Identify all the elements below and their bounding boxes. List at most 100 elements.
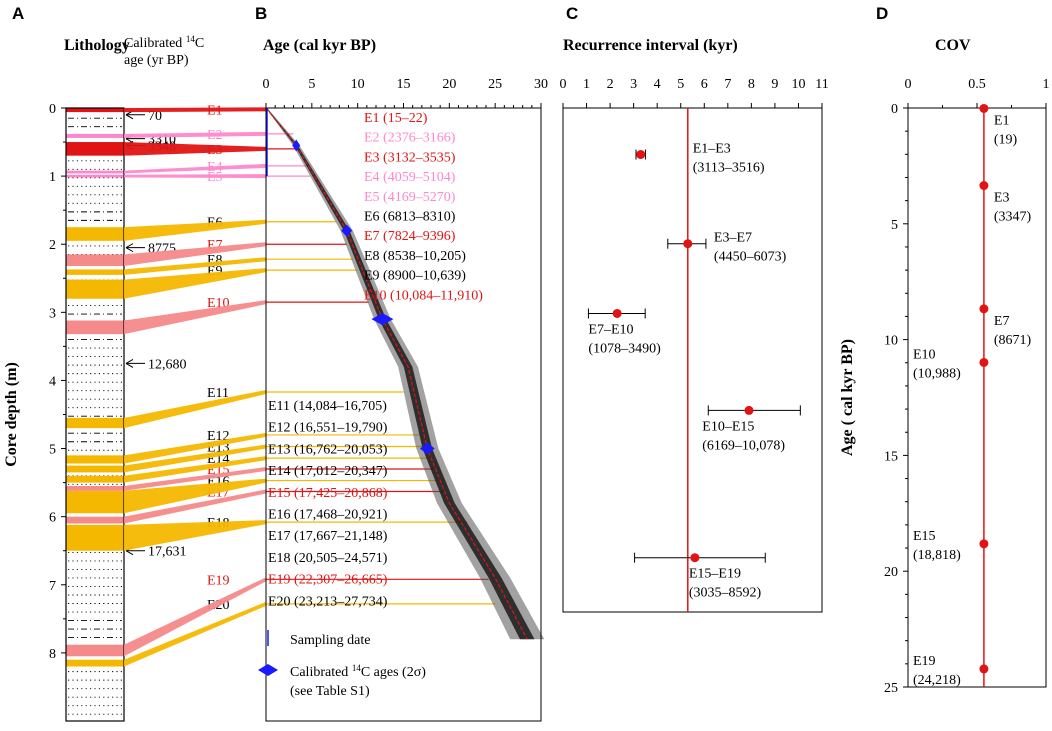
correlation-wedge — [124, 390, 266, 429]
event-bed-e8 — [66, 269, 124, 275]
age-tick-label: 20 — [442, 77, 456, 92]
correlation-wedge — [124, 142, 266, 156]
legend-calibrated-label-2: (see Table S1) — [290, 684, 370, 699]
cov-event-label: E15 — [913, 529, 936, 544]
event-bed-e17 — [66, 516, 124, 524]
event-bed-e18 — [66, 524, 124, 551]
lithology-column — [65, 107, 125, 722]
cov-age-tick-label: 15 — [884, 449, 898, 464]
panel-letter-b: B — [255, 4, 267, 23]
recurrence-point — [744, 405, 754, 415]
cov-tick-label: 0.5 — [968, 77, 986, 92]
recurrence-point — [636, 150, 646, 160]
event-range-label: E3 (3132–3535) — [364, 150, 456, 165]
calibrated-age-marker — [371, 313, 394, 326]
correlation-wedge — [124, 444, 266, 473]
correlation-wedge — [124, 520, 266, 551]
lithology-title: Lithology — [64, 37, 130, 54]
legend-calibrated-symbol — [258, 664, 278, 676]
recurrence-tick-label: 4 — [654, 77, 661, 92]
recurrence-pair-label: E15–E19 — [689, 567, 741, 582]
correlation-wedge — [124, 174, 266, 179]
cov-age-tick-label: 25 — [884, 681, 898, 696]
correlation-wedge — [124, 478, 266, 514]
age-tick-label: 15 — [397, 77, 411, 92]
event-bed-e1 — [66, 108, 124, 113]
recurrence-range-label: (3035–8592) — [689, 586, 762, 601]
recurrence-pair-label: E7–E10 — [588, 322, 633, 337]
depth-tick-label: 8 — [49, 647, 56, 662]
cov-event-value: (10,988) — [913, 366, 961, 381]
depth-tick-label: 6 — [49, 511, 56, 526]
cov-age-tick-label: 20 — [884, 565, 898, 580]
cov-age-tick-label: 10 — [884, 334, 898, 349]
cov-age-tick-label: 0 — [891, 102, 898, 117]
event-range-label: E10 (10,084–11,910) — [364, 288, 483, 303]
depth-tick-label: 7 — [49, 579, 56, 594]
c14-header: Calibrated 14C — [124, 34, 204, 51]
event-range-label: E15 (17,425–20,868) — [268, 486, 388, 501]
correlation-wedge — [124, 489, 266, 524]
cov-point — [979, 304, 989, 314]
recurrence-range-label: (3113–3516) — [693, 161, 765, 176]
cov-point — [979, 664, 989, 674]
event-bed-e5 — [66, 174, 124, 178]
cov-event-label: E19 — [913, 654, 936, 669]
event-range-label: E7 (7824–9396) — [364, 229, 456, 244]
recurrence-tick-label: 10 — [791, 77, 805, 92]
panel-letter-c: C — [566, 4, 578, 23]
recurrence-tick-label: 11 — [815, 77, 828, 92]
event-range-label: E18 (20,505–24,571) — [268, 551, 388, 566]
correlation-wedge — [124, 163, 266, 174]
event-range-label: E1 (15–22) — [364, 111, 428, 126]
recurrence-title: Recurrence interval (kyr) — [563, 37, 738, 54]
event-bed-e11 — [66, 417, 124, 429]
c14-arrowhead — [125, 358, 134, 368]
legend-calibrated-label: Calibrated 14C ages (2σ) — [290, 663, 426, 680]
cov-event-value: (24,218) — [913, 673, 961, 688]
c14-label: 12,680 — [148, 357, 187, 372]
age-tick-label: 0 — [263, 77, 270, 92]
cov-point — [979, 181, 989, 191]
recurrence-tick-label: 3 — [630, 77, 637, 92]
recurrence-point — [612, 308, 622, 318]
recurrence-tick-label: 0 — [560, 77, 567, 92]
event-bed-e12 — [66, 455, 124, 464]
recurrence-tick-label: 9 — [771, 77, 778, 92]
cov-event-value: (3347) — [994, 210, 1032, 225]
event-bed-e9 — [66, 279, 124, 299]
recurrence-tick-label: 2 — [607, 77, 614, 92]
recurrence-point — [690, 553, 700, 563]
age-model-envelope — [266, 108, 545, 640]
cov-tick-label: 1 — [1043, 77, 1050, 92]
event-range-label: E17 (17,667–21,148) — [268, 529, 388, 544]
event-bed-e4 — [66, 170, 124, 174]
event-range-label: E8 (8538–10,205) — [364, 249, 466, 264]
event-range-label: E20 (23,213–27,734) — [268, 594, 388, 609]
correlation-wedge — [124, 466, 266, 491]
correlation-wedge — [124, 257, 266, 275]
recurrence-pair-label: E10–E15 — [702, 419, 754, 434]
legend-sampling-label: Sampling date — [290, 633, 371, 648]
correlation-wedge — [124, 219, 266, 241]
depth-tick-label: 4 — [49, 374, 56, 389]
event-range-label: E14 (17,012–20,347) — [268, 464, 388, 479]
correlation-wedge — [124, 107, 266, 113]
event-range-label: E16 (17,468–20,921) — [268, 508, 388, 523]
lithology-border — [65, 107, 125, 722]
cov-event-value: (18,818) — [913, 548, 961, 563]
event-bed-e3 — [66, 142, 124, 156]
recurrence-range-label: (1078–3490) — [588, 341, 661, 356]
event-label-e11: E11 — [207, 386, 229, 401]
depth-tick-label: 2 — [49, 238, 56, 253]
cov-point — [979, 357, 989, 367]
age-tick-label: 30 — [534, 77, 548, 92]
event-bed-e7 — [66, 254, 124, 267]
event-range-label: E6 (6813–8310) — [364, 210, 456, 225]
recurrence-tick-label: 7 — [724, 77, 731, 92]
cov-point — [979, 539, 989, 549]
calibrated-age-marker — [420, 442, 435, 455]
age-title: Age (cal kyr BP) — [263, 37, 376, 54]
recurrence-point — [683, 239, 693, 249]
